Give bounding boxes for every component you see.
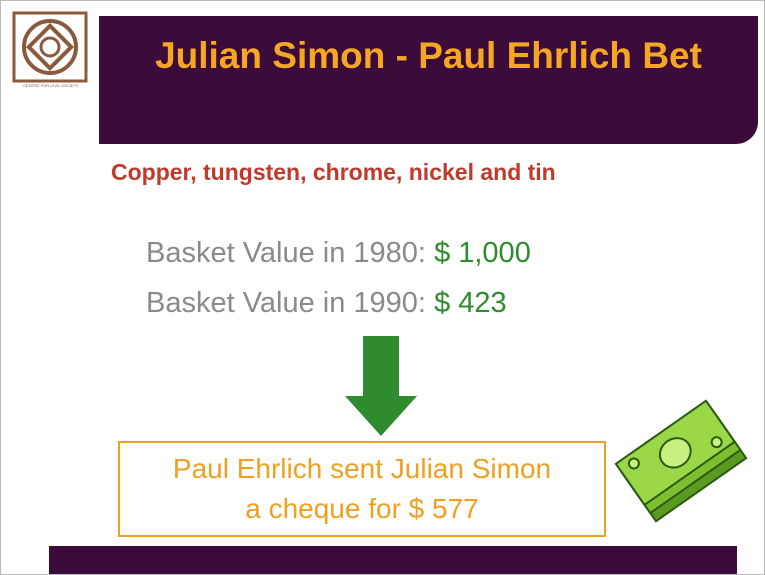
down-arrow [345,336,417,436]
basket-line: Basket Value in 1980: $ 1,000 [146,237,531,270]
logo [12,11,88,83]
title-bar [99,16,758,144]
money-icon [614,399,748,523]
slide-title: Julian Simon - Paul Ehrlich Bet [155,35,702,76]
basket-line: Basket Value in 1990: $ 423 [146,287,507,320]
value: $ 1,000 [434,237,531,269]
label: Basket Value in 1990: [146,287,426,319]
label: Basket Value in 1980: [146,237,426,269]
conclusion-line: Paul Ehrlich sent Julian Simon [172,453,552,484]
subtitle: Copper, tungsten, chrome, nickel and tin [111,159,556,185]
conclusion-box [118,441,606,537]
value: $ 423 [434,287,507,319]
logo-caption: CENTRE FOR CIVIL SOCIETY [23,83,79,88]
bottom-bar [49,546,737,574]
conclusion-line: a cheque for $ 577 [245,493,479,524]
